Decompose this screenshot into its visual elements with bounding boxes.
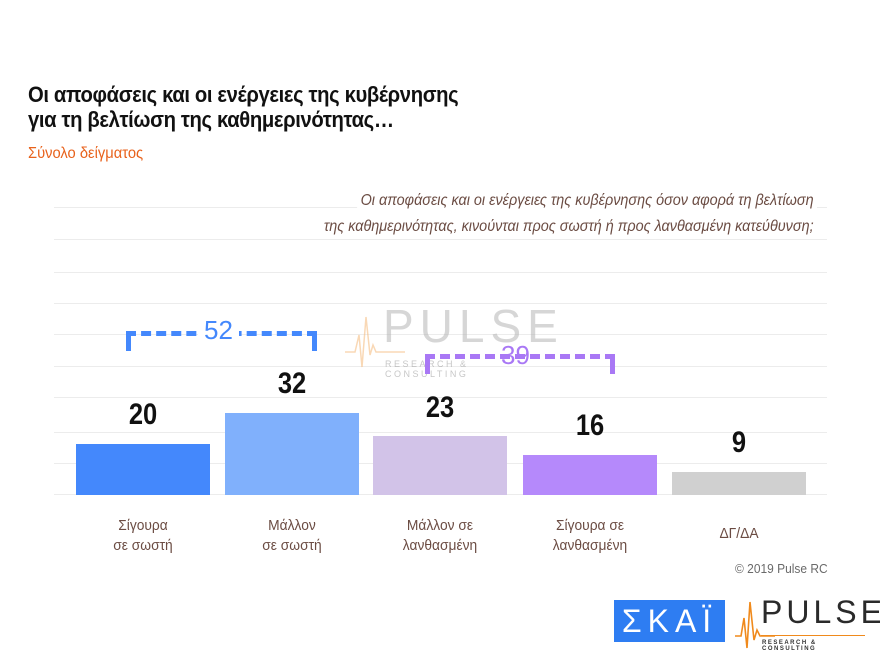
- bar-rather-wrong: [373, 436, 507, 495]
- bar-value: 23: [425, 391, 455, 424]
- survey-question-line2: της καθημερινότητας, κινούνται προς σωστ…: [320, 218, 817, 235]
- category-label: ΔΓ/ΔΑ: [719, 525, 759, 542]
- bar-value: 16: [575, 409, 605, 442]
- gridline: [54, 397, 827, 398]
- gridline: [54, 303, 827, 304]
- bar-rather-right: [225, 413, 359, 495]
- negative-total-bracket: 39: [425, 342, 615, 374]
- pulse-logo-word: PULSE: [761, 594, 880, 630]
- chart-title-line2: για τη βελτίωση της καθημερινότητας…: [28, 107, 394, 132]
- copyright: © 2019 Pulse RC: [735, 561, 828, 576]
- gridline: [54, 334, 827, 335]
- gridline: [54, 432, 827, 433]
- bar-definitely-right: [76, 444, 210, 495]
- bar-dont-know: [672, 472, 806, 495]
- pulse-logo-rule: [761, 635, 865, 636]
- gridline: [54, 239, 827, 240]
- gridline: [54, 272, 827, 273]
- positive-total-value: 52: [198, 317, 239, 343]
- chart-subtitle: Σύνολο δείγματος: [28, 145, 144, 162]
- chart-title-line1: Οι αποφάσεις και οι ενέργειες της κυβέρν…: [28, 82, 459, 107]
- survey-question-line1: Οι αποφάσεις και οι ενέργειες της κυβέρν…: [356, 192, 817, 209]
- category-label: Μάλλον σε λανθασμένη: [402, 517, 478, 554]
- pulse-logo-sub: RESEARCH & CONSULTING: [762, 640, 817, 652]
- bar-definitely-wrong: [523, 455, 657, 495]
- gridline: [54, 366, 827, 367]
- survey-question: Οι αποφάσεις και οι ενέργειες της κυβέρν…: [320, 188, 817, 240]
- pulse-logo: PULSE RESEARCH & CONSULTING: [735, 594, 880, 652]
- heartbeat-icon: [735, 601, 775, 649]
- category-label: Μάλλον σε σωστή: [262, 517, 322, 554]
- heartbeat-icon: [345, 316, 405, 368]
- watermark-word: PULSE: [383, 300, 564, 352]
- category-label: Σίγουρα σε σωστή: [113, 517, 173, 554]
- positive-total-bracket: 52: [126, 317, 317, 351]
- skai-logo: ΣΚΑΪ: [614, 600, 725, 642]
- bar-value: 20: [128, 398, 158, 431]
- bar-value: 9: [731, 426, 747, 459]
- chart-title: Οι αποφάσεις και οι ενέργειες της κυβέρν…: [28, 82, 459, 132]
- category-label: Σίγουρα σε λανθασμένη: [552, 517, 628, 554]
- pulse-watermark: PULSE RESEARCH & CONSULTING: [345, 300, 558, 379]
- negative-total-value: 39: [501, 340, 530, 370]
- bar-value: 32: [277, 367, 307, 400]
